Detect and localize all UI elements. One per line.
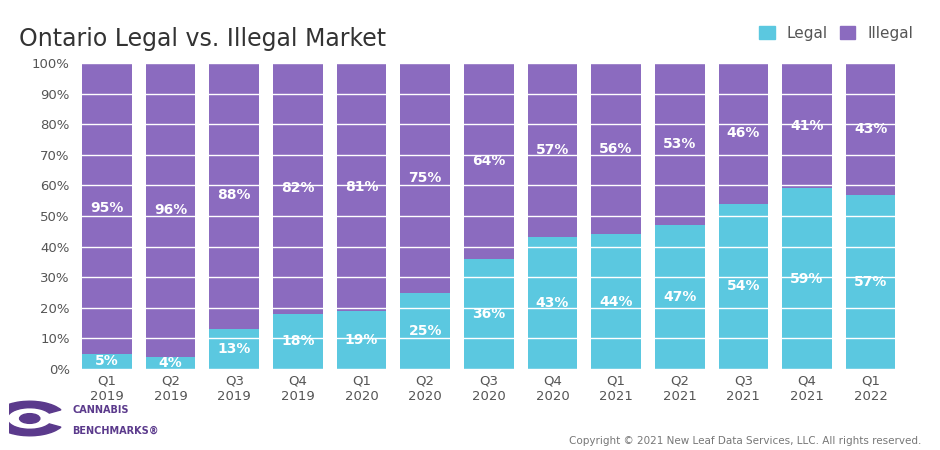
Text: 54%: 54% — [727, 279, 760, 293]
Text: 4%: 4% — [159, 356, 182, 370]
Text: 53%: 53% — [663, 137, 697, 151]
Bar — [82, 63, 132, 354]
Circle shape — [20, 414, 39, 423]
Wedge shape — [0, 401, 61, 436]
Text: Copyright © 2021 New Leaf Data Services, LLC. All rights reserved.: Copyright © 2021 New Leaf Data Services,… — [569, 436, 921, 446]
Bar — [400, 292, 450, 369]
Text: 47%: 47% — [663, 290, 697, 304]
Text: 41%: 41% — [791, 119, 823, 133]
Text: 25%: 25% — [408, 324, 442, 338]
Text: 13%: 13% — [217, 342, 251, 356]
Text: BENCHMARKS®: BENCHMARKS® — [72, 425, 159, 436]
Text: 57%: 57% — [854, 275, 887, 289]
Text: 75%: 75% — [409, 171, 442, 185]
Bar — [210, 60, 259, 329]
Bar — [846, 194, 896, 369]
Bar — [591, 63, 641, 234]
Text: 96%: 96% — [154, 203, 187, 217]
Text: 5%: 5% — [95, 354, 118, 369]
Bar — [464, 63, 513, 259]
Text: 46%: 46% — [727, 126, 760, 140]
Text: 19%: 19% — [345, 333, 378, 347]
Text: 36%: 36% — [472, 307, 506, 321]
Bar — [591, 234, 641, 369]
Text: 18%: 18% — [281, 334, 315, 348]
Text: Ontario Legal vs. Illegal Market: Ontario Legal vs. Illegal Market — [19, 27, 386, 51]
Bar — [782, 189, 832, 369]
Text: 56%: 56% — [600, 142, 633, 156]
Text: 82%: 82% — [281, 181, 315, 195]
Bar — [655, 63, 704, 225]
Text: CANNABIS: CANNABIS — [72, 405, 129, 415]
Bar — [82, 354, 132, 369]
Text: 59%: 59% — [791, 272, 823, 286]
Bar — [146, 63, 196, 357]
Bar — [146, 357, 196, 369]
Text: 95%: 95% — [90, 201, 124, 216]
Bar — [527, 238, 577, 369]
Text: 43%: 43% — [854, 122, 887, 136]
Bar — [274, 63, 322, 314]
Bar — [527, 63, 577, 238]
Text: 64%: 64% — [472, 154, 506, 168]
Bar — [782, 63, 832, 189]
Bar — [464, 259, 513, 369]
Bar — [655, 225, 704, 369]
Text: 88%: 88% — [217, 188, 251, 202]
Legend: Legal, Illegal: Legal, Illegal — [760, 26, 914, 40]
Bar — [337, 63, 386, 311]
Bar — [846, 63, 896, 194]
Text: 43%: 43% — [536, 296, 569, 310]
Text: 81%: 81% — [345, 180, 378, 194]
Bar — [274, 314, 322, 369]
Bar — [400, 63, 450, 292]
Bar — [210, 329, 259, 369]
Bar — [718, 63, 768, 204]
Bar — [718, 204, 768, 369]
Bar — [337, 311, 386, 369]
Text: 57%: 57% — [536, 143, 569, 157]
Text: 44%: 44% — [600, 295, 633, 309]
